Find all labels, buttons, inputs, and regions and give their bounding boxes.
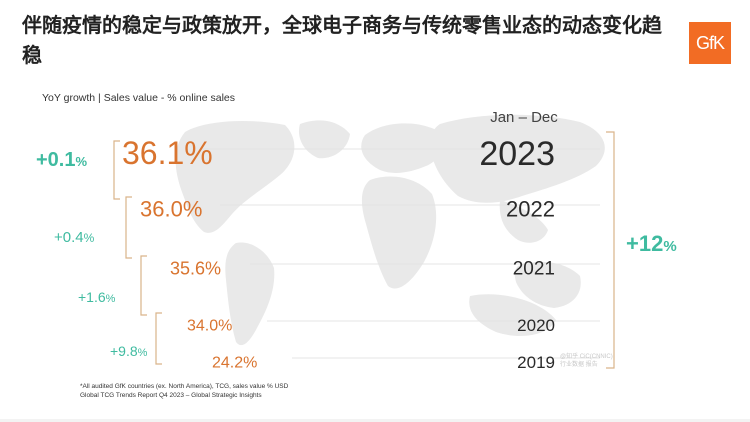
yoy-number: +0.1: [36, 149, 75, 171]
footnote: *All audited GfK countries (ex. North Am…: [80, 382, 288, 400]
year-label-2021: 2021: [513, 259, 555, 280]
chart-subtitle: YoY growth | Sales value - % online sale…: [42, 92, 236, 104]
yoy-unit: %: [106, 293, 116, 305]
watermark: @知乎 CiC(CNNIC) 行业数据 报告: [560, 353, 613, 369]
online-share-2023: 36.1%: [122, 135, 213, 171]
yoy-bracket-2020-2021: [140, 255, 147, 316]
yoy-bracket-2022-2023: [113, 140, 120, 200]
page-title: 伴随疫情的稳定与政策放开，全球电子商务与传统零售业态的动态变化趋稳: [22, 13, 662, 67]
yoy-unit: %: [138, 347, 148, 359]
gfk-logo: GfK: [689, 22, 731, 64]
total-growth-number: +12: [626, 231, 663, 256]
yoy-label-2021-2022: +0.4%: [54, 229, 95, 246]
yoy-label-2019-2020: +9.8%: [110, 343, 148, 359]
online-share-2022: 36.0%: [140, 197, 202, 222]
year-label-2020: 2020: [517, 316, 555, 335]
footnote-line-2: Global TCG Trends Report Q4 2023 – Globa…: [80, 392, 262, 399]
footnote-line-1: *All audited GfK countries (ex. North Am…: [80, 383, 289, 390]
watermark-line-2: 行业数据 报告: [560, 362, 598, 368]
total-growth-unit: %: [663, 238, 676, 255]
yoy-label-2022-2023: +0.1%: [36, 149, 87, 171]
year-label-2022: 2022: [506, 197, 555, 222]
yoy-label-2020-2021: +1.6%: [78, 289, 116, 305]
yoy-number: +1.6: [78, 289, 106, 305]
total-growth-label: +12%: [626, 231, 677, 256]
online-share-2021: 35.6%: [170, 258, 221, 278]
yoy-unit: %: [84, 231, 95, 245]
yoy-bracket-2021-2022: [125, 196, 132, 259]
yoy-bracket-2019-2020: [155, 312, 162, 365]
year-label-2023: 2023: [479, 135, 555, 173]
yoy-number: +9.8: [110, 343, 138, 359]
yoy-number: +0.4: [54, 229, 84, 246]
period-label: Jan – Dec: [490, 109, 558, 126]
yoy-unit: %: [75, 154, 87, 169]
online-share-2020: 34.0%: [187, 318, 232, 335]
year-label-2019: 2019: [517, 353, 555, 372]
bottom-bar: [0, 419, 750, 422]
total-growth-bracket: [606, 131, 615, 369]
watermark-line-1: @知乎 CiC(CNNIC): [560, 354, 613, 360]
online-share-2019: 24.2%: [212, 355, 257, 372]
